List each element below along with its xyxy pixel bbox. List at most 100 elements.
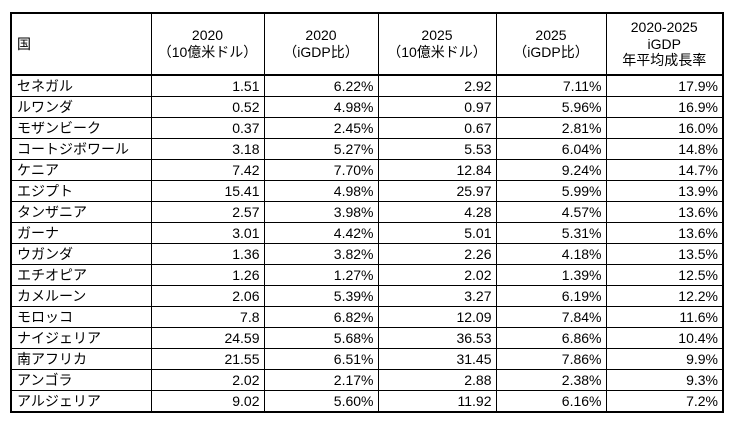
value-cell: 31.45 (377, 348, 497, 370)
value-cell: 4.42% (263, 222, 379, 244)
value-cell: 5.68% (263, 327, 379, 349)
value-cell: 2.06 (150, 285, 265, 307)
table-row: エジプト 15.41 4.98% 25.97 5.99% 13.9% (10, 180, 724, 202)
country-cell: エジプト (10, 180, 152, 202)
value-cell: 2.57 (150, 201, 265, 223)
value-cell: 3.98% (263, 201, 379, 223)
country-cell: ケニア (10, 159, 152, 181)
value-cell: 3.82% (263, 243, 379, 265)
value-cell: 11.92 (377, 390, 497, 413)
value-cell: 15.41 (150, 180, 265, 202)
value-cell: 12.5% (605, 264, 724, 286)
value-cell: 1.51 (150, 74, 265, 97)
column-header-3: 2025 （10億米ドル） (377, 12, 497, 76)
column-header-0: 国 (10, 12, 152, 76)
value-cell: 9.9% (605, 348, 724, 370)
value-cell: 36.53 (377, 327, 497, 349)
value-cell: 12.2% (605, 285, 724, 307)
value-cell: 5.01 (377, 222, 497, 244)
value-cell: 7.11% (495, 74, 607, 97)
table-row: アルジェリア 9.02 5.60% 11.92 6.16% 7.2% (10, 390, 724, 413)
value-cell: 3.01 (150, 222, 265, 244)
value-cell: 11.6% (605, 306, 724, 328)
value-cell: 2.88 (377, 369, 497, 391)
country-cell: 南アフリカ (10, 348, 152, 370)
table-row: タンザニア 2.57 3.98% 4.28 4.57% 13.6% (10, 201, 724, 223)
value-cell: 5.99% (495, 180, 607, 202)
country-cell: エチオピア (10, 264, 152, 286)
value-cell: 6.51% (263, 348, 379, 370)
value-cell: 5.31% (495, 222, 607, 244)
value-cell: 25.97 (377, 180, 497, 202)
value-cell: 4.98% (263, 96, 379, 118)
column-header-1: 2020 （10億米ドル） (150, 12, 265, 76)
value-cell: 14.7% (605, 159, 724, 181)
value-cell: 4.57% (495, 201, 607, 223)
table-row: ガーナ 3.01 4.42% 5.01 5.31% 13.6% (10, 222, 724, 244)
table-row: カメルーン 2.06 5.39% 3.27 6.19% 12.2% (10, 285, 724, 307)
value-cell: 6.04% (495, 138, 607, 160)
country-cell: ガーナ (10, 222, 152, 244)
country-cell: カメルーン (10, 285, 152, 307)
value-cell: 9.02 (150, 390, 265, 413)
table-row: モロッコ 7.8 6.82% 12.09 7.84% 11.6% (10, 306, 724, 328)
column-header-5: 2020-2025 iGDP 年平均成長率 (605, 12, 724, 76)
value-cell: 13.6% (605, 201, 724, 223)
value-cell: 9.24% (495, 159, 607, 181)
table-row: ナイジェリア 24.59 5.68% 36.53 6.86% 10.4% (10, 327, 724, 349)
value-cell: 7.42 (150, 159, 265, 181)
value-cell: 7.2% (605, 390, 724, 413)
table-row: モザンビーク 0.37 2.45% 0.67 2.81% 16.0% (10, 117, 724, 139)
value-cell: 7.86% (495, 348, 607, 370)
column-header-2: 2020 （iGDP比） (263, 12, 379, 76)
value-cell: 13.6% (605, 222, 724, 244)
value-cell: 2.38% (495, 369, 607, 391)
value-cell: 2.17% (263, 369, 379, 391)
value-cell: 17.9% (605, 74, 724, 97)
value-cell: 6.16% (495, 390, 607, 413)
value-cell: 5.53 (377, 138, 497, 160)
value-cell: 4.98% (263, 180, 379, 202)
value-cell: 4.18% (495, 243, 607, 265)
value-cell: 3.27 (377, 285, 497, 307)
country-cell: コートジボワール (10, 138, 152, 160)
value-cell: 0.37 (150, 117, 265, 139)
table-row: ケニア 7.42 7.70% 12.84 9.24% 14.7% (10, 159, 724, 181)
value-cell: 6.19% (495, 285, 607, 307)
value-cell: 1.39% (495, 264, 607, 286)
igdp-table: 国 2020 （10億米ドル） 2020 （iGDP比） 2025 （10億米ドル） 2025… (10, 12, 724, 413)
country-cell: アルジェリア (10, 390, 152, 413)
header-row: 国 2020 （10億米ドル） 2020 （iGDP比） 2025 （10億米ドル） 2025… (10, 12, 724, 76)
value-cell: 6.86% (495, 327, 607, 349)
value-cell: 16.9% (605, 96, 724, 118)
value-cell: 13.9% (605, 180, 724, 202)
value-cell: 0.67 (377, 117, 497, 139)
value-cell: 24.59 (150, 327, 265, 349)
table-row: セネガル 1.51 6.22% 2.92 7.11% 17.9% (10, 74, 724, 97)
value-cell: 12.09 (377, 306, 497, 328)
value-cell: 0.52 (150, 96, 265, 118)
value-cell: 7.84% (495, 306, 607, 328)
country-cell: モザンビーク (10, 117, 152, 139)
table-row: コートジボワール 3.18 5.27% 5.53 6.04% 14.8% (10, 138, 724, 160)
value-cell: 1.36 (150, 243, 265, 265)
column-header-4: 2025 （iGDP比） (495, 12, 607, 76)
value-cell: 5.27% (263, 138, 379, 160)
value-cell: 13.5% (605, 243, 724, 265)
value-cell: 0.97 (377, 96, 497, 118)
country-cell: ルワンダ (10, 96, 152, 118)
value-cell: 6.22% (263, 74, 379, 97)
value-cell: 2.45% (263, 117, 379, 139)
table-body: セネガル 1.51 6.22% 2.92 7.11% 17.9% ルワンダ 0.52 4.98%… (10, 74, 724, 413)
value-cell: 7.70% (263, 159, 379, 181)
table-header: 国 2020 （10億米ドル） 2020 （iGDP比） 2025 （10億米ドル） 2025… (10, 12, 724, 76)
country-cell: セネガル (10, 74, 152, 97)
value-cell: 1.26 (150, 264, 265, 286)
value-cell: 9.3% (605, 369, 724, 391)
value-cell: 2.02 (150, 369, 265, 391)
country-cell: タンザニア (10, 201, 152, 223)
value-cell: 12.84 (377, 159, 497, 181)
table-row: ウガンダ 1.36 3.82% 2.26 4.18% 13.5% (10, 243, 724, 265)
value-cell: 5.39% (263, 285, 379, 307)
value-cell: 16.0% (605, 117, 724, 139)
